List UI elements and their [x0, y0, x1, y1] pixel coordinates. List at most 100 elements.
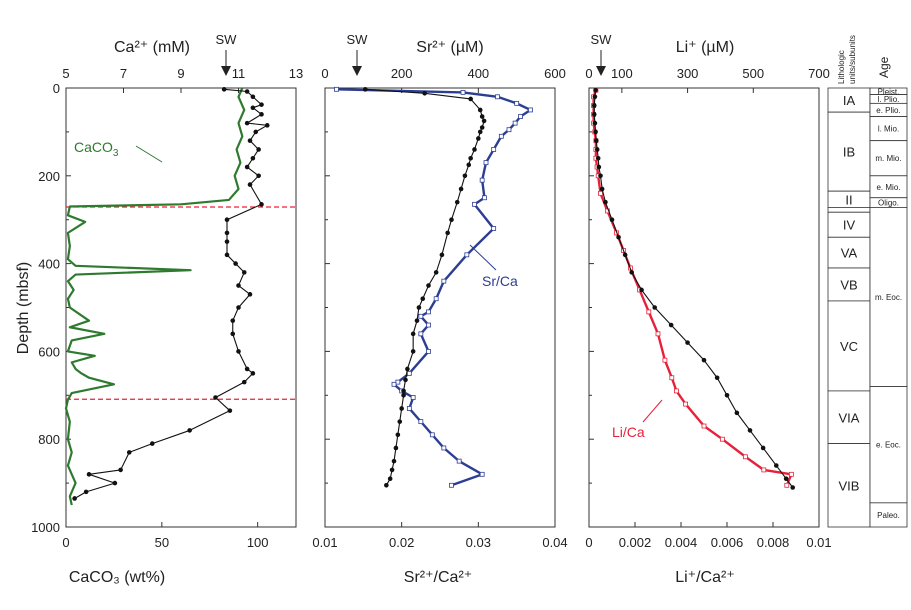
data-point — [498, 133, 504, 139]
age-label: l. Mio. — [878, 125, 899, 134]
panel1-bottom-label: CaCO₃ (wt%) — [69, 569, 165, 586]
data-point — [384, 482, 389, 488]
data-point — [685, 340, 690, 345]
panel1-series — [64, 87, 296, 506]
top-tick-label: 400 — [467, 66, 489, 81]
top-tick-label: 13 — [289, 66, 303, 81]
data-point — [410, 331, 416, 337]
data-point — [230, 331, 236, 337]
data-point — [241, 270, 247, 275]
age-box — [869, 116, 908, 142]
lith-unit-box — [827, 443, 871, 528]
data-point — [264, 123, 270, 128]
data-point — [399, 406, 404, 411]
data-point — [609, 217, 615, 222]
data-point — [477, 129, 483, 135]
depth-tick-label: 1000 — [31, 520, 60, 535]
depth-tick-label: 0 — [53, 81, 60, 96]
panel3-top-ticks: 0 100 300 500 700 — [585, 66, 830, 93]
panel1-top-label: Ca²⁺ (mM) — [114, 39, 190, 56]
bottom-tick-label: 0.004 — [665, 535, 698, 550]
data-point — [594, 147, 600, 152]
data-point — [418, 331, 424, 337]
panel2-bottom-ticks: 0.01 0.02 0.03 0.04 — [312, 522, 568, 550]
bottom-tick-label: 0.01 — [312, 535, 337, 550]
data-point — [406, 370, 412, 376]
panel-sr: Sr²⁺ (µM) Sr²⁺/Ca²⁺ SW Sr/Ca 0 200 400 600 … — [312, 32, 567, 586]
data-point — [592, 94, 598, 100]
data-point — [334, 86, 339, 92]
data-point — [652, 305, 658, 310]
data-point — [410, 349, 416, 354]
panel3-bottom-ticks: 0 0.002 0.004 0.006 0.008 0.01 — [585, 522, 832, 550]
top-tick-label: 200 — [391, 66, 413, 81]
data-point — [418, 419, 424, 425]
data-point — [783, 476, 789, 482]
data-point — [391, 381, 397, 387]
data-point — [406, 406, 412, 411]
bottom-tick-label: 0.006 — [711, 535, 744, 550]
lith-unit-label: VA — [841, 246, 858, 261]
data-point — [622, 252, 628, 258]
depth-tick-label: 400 — [38, 257, 60, 272]
data-point — [224, 230, 230, 236]
data-point — [391, 458, 397, 464]
age-box — [869, 207, 908, 387]
data-point — [250, 94, 256, 100]
data-point — [441, 278, 447, 284]
panel3-top-label: Li⁺ (µM) — [676, 39, 735, 56]
lith-unit-label: VIB — [839, 478, 860, 493]
lith-unit-label: IB — [843, 145, 855, 160]
age-label: Pleist. — [878, 87, 900, 96]
panel3-frame — [588, 87, 820, 528]
bottom-tick-label: 0.04 — [542, 535, 567, 550]
lith-unit-box — [827, 207, 871, 213]
data-point — [761, 467, 767, 473]
data-point — [416, 305, 422, 310]
data-point — [410, 395, 416, 400]
age-label: Oligo. — [878, 199, 899, 208]
data-point — [458, 186, 464, 192]
age-header: Age — [877, 56, 891, 78]
top-tick-label: 0 — [585, 66, 592, 81]
data-point — [426, 309, 431, 315]
panel2-sw-label: SW — [347, 32, 369, 47]
panel2-top-label: Sr²⁺ (µM) — [416, 39, 483, 56]
data-point — [701, 357, 707, 363]
data-point — [247, 182, 253, 187]
data-point — [221, 87, 227, 92]
top-tick-label: 700 — [808, 66, 830, 81]
panel2-series — [334, 86, 533, 488]
bottom-tick-label: 100 — [247, 535, 269, 550]
data-point — [422, 90, 427, 96]
data-point — [639, 287, 644, 293]
panel3-series — [591, 87, 796, 490]
lith-unit-box — [827, 300, 871, 392]
data-point — [244, 89, 250, 94]
bottom-tick-label: 0.01 — [806, 535, 831, 550]
data-point — [224, 217, 230, 222]
data-point — [387, 476, 393, 482]
data-point — [591, 103, 597, 108]
panel3-bottom-label: Li⁺/Ca²⁺ — [675, 569, 735, 586]
age-label: e. Plio. — [876, 106, 900, 115]
data-point — [86, 472, 92, 477]
caco3-curve-label: CaCO3 — [74, 139, 119, 159]
panel1-sw-label: SW — [216, 32, 238, 47]
panel1-top-ticks: 5 7 9 11 13 — [62, 66, 303, 93]
data-point — [241, 379, 247, 385]
data-point — [420, 296, 426, 302]
data-point — [250, 105, 256, 111]
data-point — [668, 322, 674, 328]
age-box — [869, 386, 908, 504]
data-point — [259, 102, 264, 107]
age-label: m. Mio. — [875, 154, 901, 163]
data-point — [454, 199, 460, 205]
data-point — [468, 155, 473, 161]
age-label: m. Eoc. — [875, 293, 902, 302]
data-point — [669, 375, 675, 381]
age-units: Pleist.l. Plio. e. Plio. l. Mio. m. Mio. e. … — [869, 87, 908, 528]
data-point — [472, 201, 477, 207]
panel2-frame — [324, 87, 556, 528]
